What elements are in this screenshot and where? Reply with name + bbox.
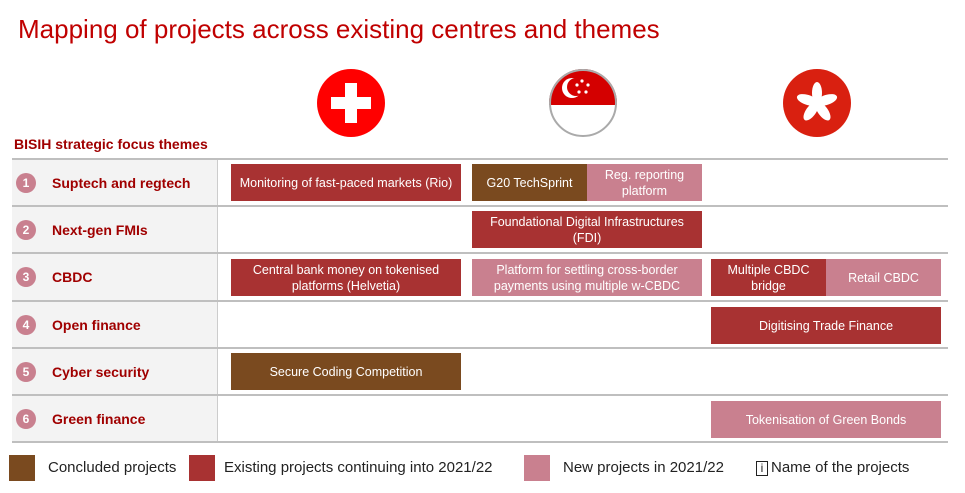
project-rio: Monitoring of fast-paced markets (Rio) bbox=[231, 164, 461, 201]
hong-kong-flag-icon bbox=[783, 69, 851, 137]
theme-label: CBDC bbox=[52, 269, 93, 285]
themes-heading: BISIH strategic focus themes bbox=[14, 136, 208, 152]
theme-row: 1 Suptech and regtech bbox=[12, 160, 218, 206]
divider bbox=[12, 347, 948, 349]
legend-swatch-new bbox=[524, 455, 550, 481]
theme-label: Next-gen FMIs bbox=[52, 222, 148, 238]
theme-number: 2 bbox=[16, 220, 36, 240]
theme-row: 6 Green finance bbox=[12, 396, 218, 442]
project-secure-coding: Secure Coding Competition bbox=[231, 353, 461, 390]
theme-row: 3 CBDC bbox=[12, 254, 218, 300]
project-g20-techsprint: G20 TechSprint bbox=[472, 164, 587, 201]
theme-row: 2 Next-gen FMIs bbox=[12, 207, 218, 253]
project-helvetia: Central bank money on tokenised platform… bbox=[231, 259, 461, 296]
project-mcbdc-bridge: Multiple CBDC bridge bbox=[711, 259, 826, 296]
divider bbox=[12, 158, 948, 160]
page-title: Mapping of projects across existing cent… bbox=[18, 14, 660, 44]
project-trade-finance: Digitising Trade Finance bbox=[711, 307, 941, 344]
divider bbox=[12, 252, 948, 254]
info-icon: i bbox=[756, 461, 768, 476]
project-green-bonds: Tokenisation of Green Bonds bbox=[711, 401, 941, 438]
divider bbox=[12, 205, 948, 207]
legend-swatch-concluded bbox=[9, 455, 35, 481]
legend-existing: Existing projects continuing into 2021/2… bbox=[224, 459, 493, 476]
theme-number: 4 bbox=[16, 315, 36, 335]
legend-swatch-existing bbox=[189, 455, 215, 481]
legend: Concluded projects Existing projects con… bbox=[0, 455, 965, 483]
theme-number: 3 bbox=[16, 267, 36, 287]
switzerland-flag-icon bbox=[317, 69, 385, 137]
theme-row: 4 Open finance bbox=[12, 302, 218, 348]
theme-number: 6 bbox=[16, 409, 36, 429]
legend-name: Name of the projects bbox=[771, 459, 910, 476]
divider bbox=[12, 441, 948, 443]
project-retail-cbdc: Retail CBDC bbox=[826, 259, 941, 296]
project-reg-reporting: Reg. reporting platform bbox=[587, 164, 702, 201]
theme-row: 5 Cyber security bbox=[12, 349, 218, 395]
singapore-flag-icon bbox=[549, 69, 617, 137]
theme-number: 5 bbox=[16, 362, 36, 382]
theme-label: Green finance bbox=[52, 411, 146, 427]
theme-number: 1 bbox=[16, 173, 36, 193]
theme-label: Suptech and regtech bbox=[52, 175, 191, 191]
project-w-cbdc: Platform for settling cross-border payme… bbox=[472, 259, 702, 296]
theme-label: Open finance bbox=[52, 317, 141, 333]
legend-new: New projects in 2021/22 bbox=[563, 459, 724, 476]
divider bbox=[12, 300, 948, 302]
legend-concluded: Concluded projects bbox=[48, 459, 177, 476]
theme-label: Cyber security bbox=[52, 364, 150, 380]
divider bbox=[12, 394, 948, 396]
project-fdi: Foundational Digital Infrastructures (FD… bbox=[472, 211, 702, 248]
legend-name-entry: i Name of the projects bbox=[756, 459, 909, 476]
